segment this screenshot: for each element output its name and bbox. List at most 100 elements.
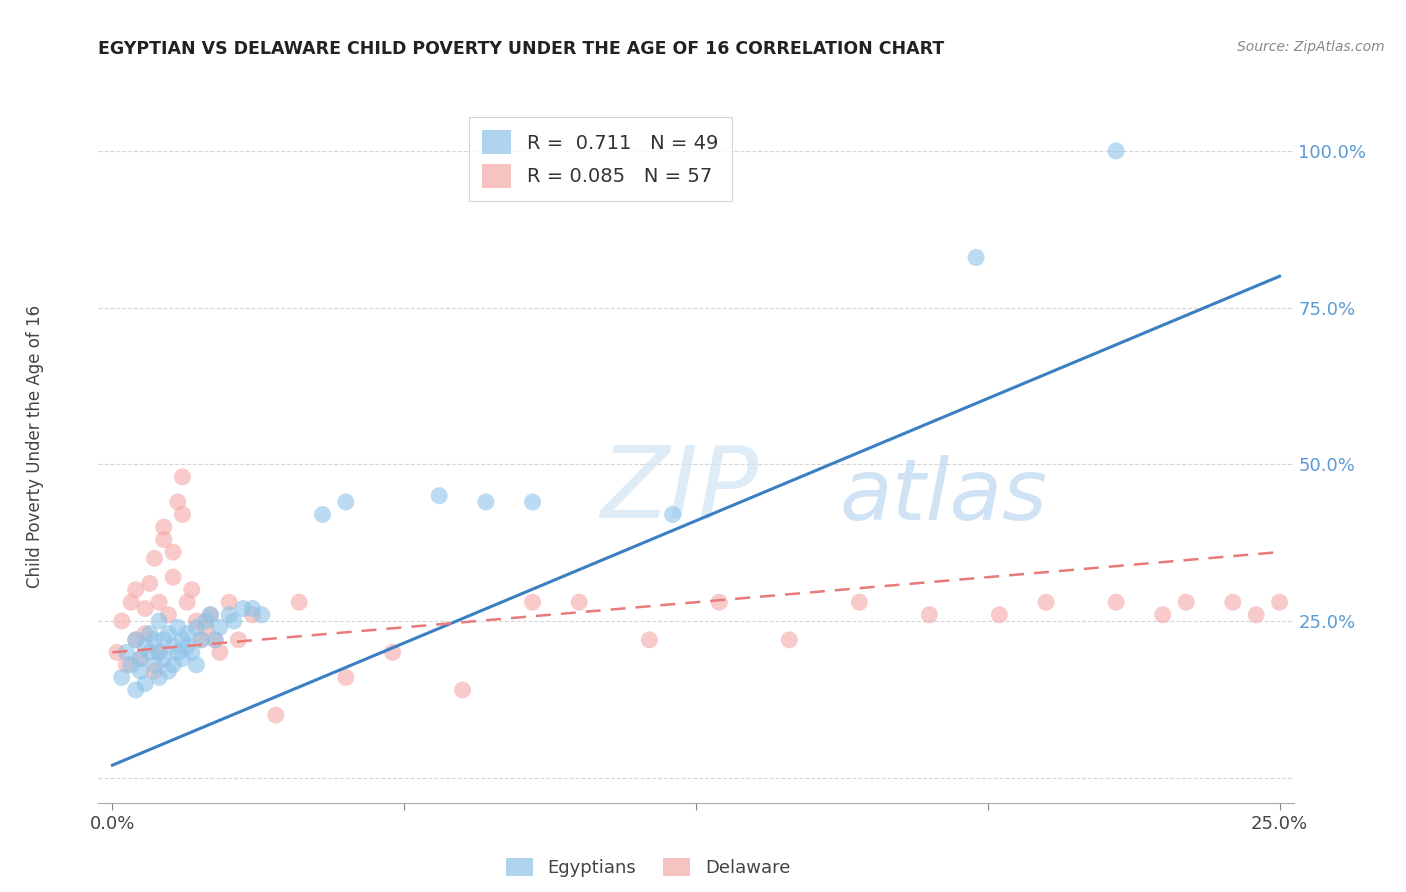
- Point: [129, 664, 152, 678]
- Point: [139, 626, 162, 640]
- Point: [1315, 607, 1337, 622]
- Point: [222, 614, 245, 628]
- Point: [134, 626, 156, 640]
- Point: [176, 639, 198, 653]
- Point: [204, 632, 226, 647]
- Point: [152, 632, 174, 647]
- Point: [120, 595, 142, 609]
- Point: [129, 651, 152, 665]
- Point: [157, 607, 180, 622]
- Point: [125, 683, 148, 698]
- Point: [190, 632, 212, 647]
- Point: [162, 545, 184, 559]
- Point: [1244, 607, 1267, 622]
- Point: [148, 595, 170, 609]
- Point: [120, 657, 142, 672]
- Point: [143, 657, 166, 672]
- Point: [1035, 595, 1057, 609]
- Point: [208, 620, 231, 634]
- Point: [778, 632, 800, 647]
- Point: [125, 582, 148, 597]
- Point: [172, 632, 194, 647]
- Point: [1105, 595, 1128, 609]
- Point: [166, 495, 188, 509]
- Point: [172, 508, 194, 522]
- Text: EGYPTIAN VS DELAWARE CHILD POVERTY UNDER THE AGE OF 16 CORRELATION CHART: EGYPTIAN VS DELAWARE CHILD POVERTY UNDER…: [98, 40, 945, 58]
- Point: [139, 576, 162, 591]
- Point: [125, 632, 148, 647]
- Point: [166, 645, 188, 659]
- Point: [111, 670, 134, 684]
- Point: [166, 620, 188, 634]
- Text: Child Poverty Under the Age of 16: Child Poverty Under the Age of 16: [27, 304, 44, 588]
- Point: [176, 626, 198, 640]
- Point: [143, 551, 166, 566]
- Point: [250, 607, 273, 622]
- Point: [242, 601, 264, 615]
- Point: [335, 670, 357, 684]
- Point: [148, 614, 170, 628]
- Point: [111, 614, 134, 628]
- Point: [157, 626, 180, 640]
- Point: [172, 651, 194, 665]
- Point: [1361, 582, 1384, 597]
- Point: [475, 495, 498, 509]
- Point: [148, 645, 170, 659]
- Point: [522, 595, 544, 609]
- Point: [134, 676, 156, 690]
- Point: [180, 582, 202, 597]
- Point: [522, 495, 544, 509]
- Point: [848, 595, 870, 609]
- Point: [1268, 595, 1291, 609]
- Point: [1105, 144, 1128, 158]
- Point: [115, 657, 138, 672]
- Point: [180, 645, 202, 659]
- Point: [200, 607, 222, 622]
- Point: [152, 651, 174, 665]
- Point: [162, 639, 184, 653]
- Point: [208, 645, 231, 659]
- Legend: Egyptians, Delaware: Egyptians, Delaware: [499, 850, 797, 884]
- Point: [157, 664, 180, 678]
- Point: [143, 632, 166, 647]
- Point: [1222, 595, 1244, 609]
- Point: [242, 607, 264, 622]
- Point: [228, 632, 250, 647]
- Point: [204, 632, 226, 647]
- Point: [152, 533, 174, 547]
- Point: [381, 645, 404, 659]
- Point: [194, 620, 217, 634]
- Point: [264, 708, 287, 723]
- Point: [427, 489, 450, 503]
- Point: [139, 645, 162, 659]
- Point: [568, 595, 591, 609]
- Point: [162, 657, 184, 672]
- Point: [148, 645, 170, 659]
- Point: [638, 632, 661, 647]
- Text: atlas: atlas: [839, 455, 1047, 538]
- Point: [186, 614, 208, 628]
- Point: [1339, 595, 1361, 609]
- Point: [709, 595, 731, 609]
- Point: [186, 620, 208, 634]
- Point: [129, 651, 152, 665]
- Point: [125, 632, 148, 647]
- Point: [105, 645, 128, 659]
- Point: [134, 601, 156, 615]
- Point: [1292, 595, 1315, 609]
- Point: [232, 601, 254, 615]
- Point: [176, 595, 198, 609]
- Text: ZIP: ZIP: [600, 442, 759, 538]
- Point: [335, 495, 357, 509]
- Point: [162, 570, 184, 584]
- Point: [194, 614, 217, 628]
- Point: [172, 470, 194, 484]
- Point: [988, 607, 1011, 622]
- Point: [152, 520, 174, 534]
- Point: [918, 607, 941, 622]
- Point: [186, 657, 208, 672]
- Point: [143, 664, 166, 678]
- Point: [1152, 607, 1174, 622]
- Point: [190, 632, 212, 647]
- Point: [200, 607, 222, 622]
